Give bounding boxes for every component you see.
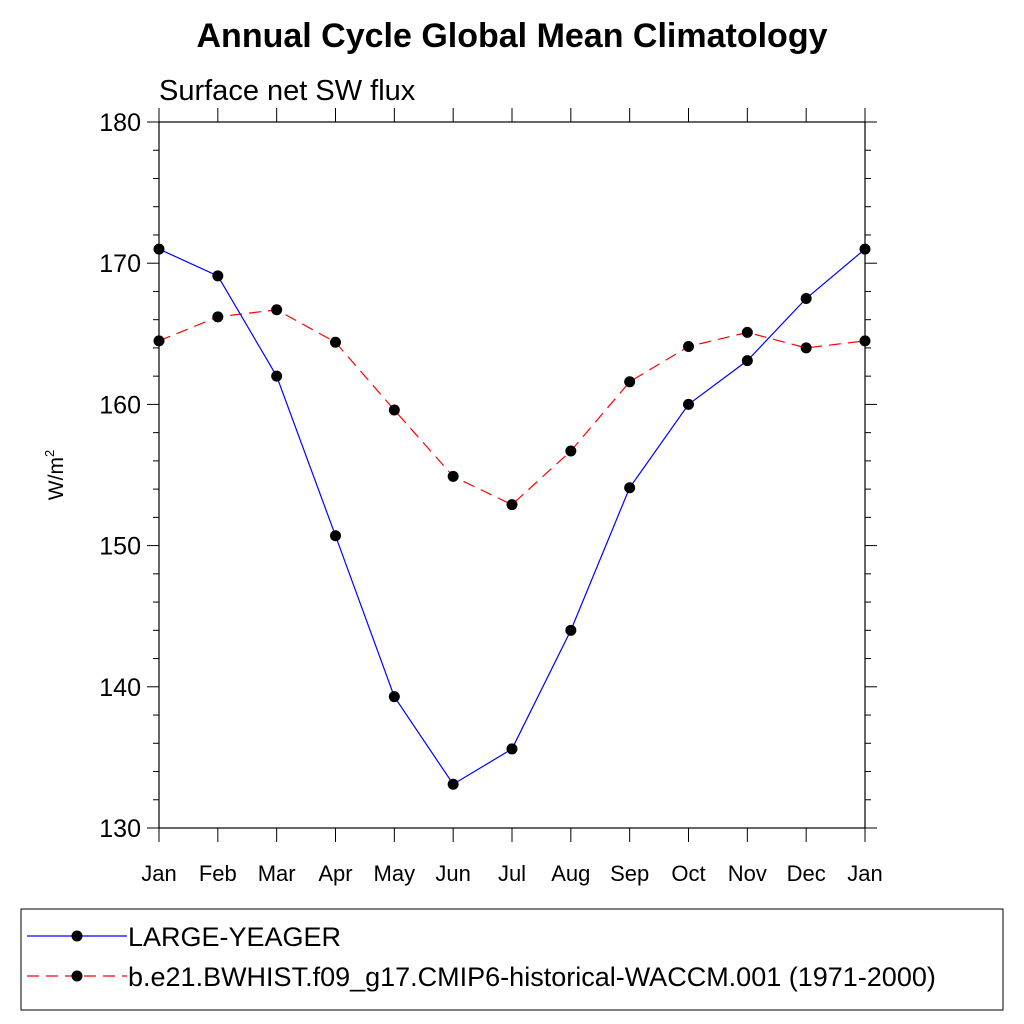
y-axis-label-text: W/m (45, 457, 68, 500)
plot-frame (158, 121, 866, 829)
data-point (388, 691, 400, 703)
data-point (741, 326, 753, 338)
series-line (158, 309, 866, 506)
x-axis: Jan Feb Mar Apr May Jun Jul Aug Sep Oct Nov Dec Jan (141, 108, 883, 886)
x-tick-label: Oct (671, 861, 705, 886)
y-tick-label: 180 (99, 109, 141, 137)
data-point (859, 335, 871, 347)
data-point (624, 376, 636, 388)
y-tick-label: 170 (99, 250, 141, 278)
data-point (565, 445, 577, 457)
chart-subtitle: Surface net SW flux (159, 75, 416, 107)
x-tick-label: Nov (728, 861, 767, 886)
plot-area (158, 121, 866, 829)
data-point (271, 304, 283, 316)
data-point (624, 482, 636, 494)
x-tick-label: Jan (847, 861, 882, 886)
data-point (330, 530, 341, 542)
chart-title: Annual Cycle Global Mean Climatology (197, 17, 828, 55)
y-tick-label: 130 (99, 815, 141, 843)
data-point (506, 499, 518, 511)
data-point (683, 341, 694, 353)
x-tick-label: Dec (787, 861, 826, 886)
series-layer (153, 243, 871, 790)
legend-marker (71, 970, 83, 982)
x-tick-label: Aug (551, 861, 590, 886)
legend-label: LARGE-YEAGER (128, 922, 341, 952)
data-point (741, 355, 753, 367)
data-point (683, 398, 694, 410)
data-point (212, 270, 224, 282)
x-tick-label: Sep (610, 861, 649, 886)
legend-items: LARGE-YEAGER b.e21.BWHIST.f09_g17.CMIP6-h… (27, 922, 936, 992)
x-tick-label: Feb (199, 861, 237, 886)
data-point (212, 311, 224, 323)
x-tick-label: Mar (258, 861, 296, 886)
data-point (153, 243, 165, 255)
data-point (800, 342, 812, 354)
data-point (153, 335, 165, 347)
y-tick-label: 140 (99, 674, 141, 702)
data-point (859, 243, 871, 255)
data-point (447, 778, 459, 790)
legend-box (20, 908, 1004, 1011)
x-tick-label: Jan (141, 861, 176, 886)
legend-label: b.e21.BWHIST.f09_g17.CMIP6-historical-WA… (128, 962, 936, 992)
y-axis-label: W/m2 (42, 450, 68, 500)
data-point (271, 370, 283, 382)
data-point (388, 404, 400, 416)
data-point (565, 624, 577, 636)
data-point (800, 293, 812, 304)
x-tick-label: Jul (498, 861, 526, 886)
y-tick-label: 150 (99, 533, 141, 561)
x-tick-label: May (374, 861, 416, 886)
y-axis: 130 140 150 160 170 180 (99, 109, 877, 843)
data-point (447, 470, 459, 482)
y-tick-label: 160 (99, 391, 141, 419)
data-point (330, 336, 341, 348)
legend: LARGE-YEAGER b.e21.BWHIST.f09_g17.CMIP6-h… (20, 908, 1004, 1011)
data-point (506, 743, 518, 755)
x-tick-label: Apr (318, 861, 352, 886)
legend-marker (71, 930, 83, 942)
y-axis-label-superscript: 2 (42, 450, 57, 457)
series-line (158, 248, 866, 786)
x-tick-label: Jun (435, 861, 470, 886)
